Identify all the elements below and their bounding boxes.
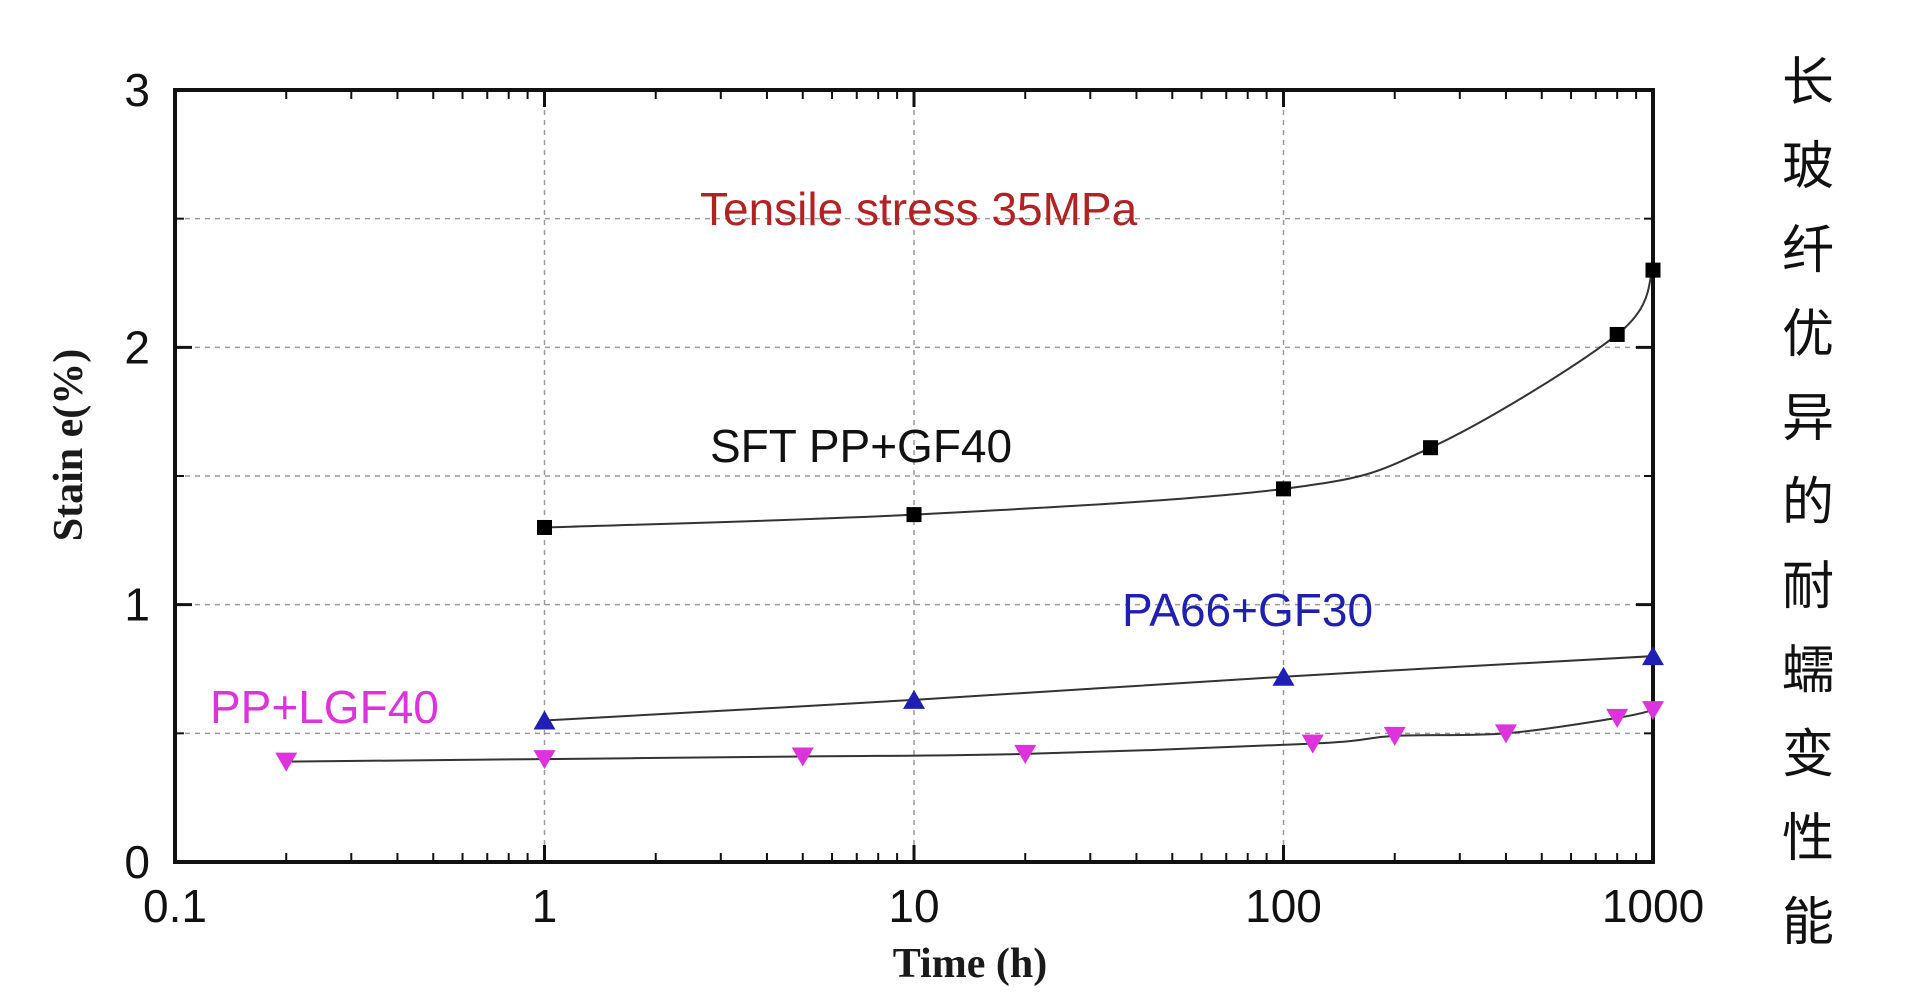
side-caption-char: 蠕	[1782, 641, 1834, 701]
data-point-sft-pp-gf40	[1276, 481, 1291, 497]
side-caption-char: 优	[1782, 305, 1834, 365]
series-pp-lgf40	[275, 701, 1664, 772]
series-layer	[275, 262, 1664, 772]
x-tick-label: 0.1	[143, 880, 207, 932]
series-label-pp-lgf40: PP+LGF40	[210, 681, 439, 733]
series-pa66-gf30	[533, 646, 1664, 730]
y-tick-labels: 0 1 2 3	[124, 64, 150, 888]
x-axis-title: Time (h)	[893, 941, 1047, 987]
x-tick-label: 1000	[1602, 880, 1704, 932]
x-tick-label: 100	[1245, 880, 1322, 932]
data-point-sft-pp-gf40	[1645, 262, 1661, 278]
series-sft-pp-gf40	[537, 262, 1661, 535]
side-caption-char: 性	[1782, 809, 1834, 869]
grid-lines	[175, 90, 1653, 862]
data-point-pa66-gf30	[533, 710, 556, 730]
series-label-sft-pp-gf40: SFT PP+GF40	[710, 420, 1012, 472]
annotation-text: Tensile stress 35MPa	[700, 183, 1138, 235]
series-line-sft-pp-gf40	[544, 269, 1654, 529]
data-point-pp-lgf40	[275, 752, 298, 772]
y-axis-title: Stain e(%)	[46, 349, 92, 542]
side-caption-char: 异	[1782, 389, 1834, 449]
x-tick-label: 1	[532, 880, 558, 932]
side-caption-char: 的	[1782, 473, 1834, 533]
side-caption-char: 耐	[1782, 557, 1834, 617]
data-point-pp-lgf40	[1606, 708, 1629, 728]
side-caption-char: 能	[1782, 893, 1834, 953]
data-point-sft-pp-gf40	[1609, 326, 1625, 342]
data-point-pa66-gf30	[1272, 666, 1295, 686]
y-tick-label: 3	[124, 64, 150, 116]
data-point-sft-pp-gf40	[1423, 440, 1439, 456]
major-ticks	[173, 88, 1655, 864]
data-point-pa66-gf30	[1642, 646, 1664, 666]
data-point-pa66-gf30	[903, 689, 925, 709]
data-point-pp-lgf40	[791, 747, 814, 767]
data-point-pp-lgf40	[1642, 701, 1664, 721]
series-line-pa66-gf30	[544, 655, 1654, 722]
side-caption-char: 变	[1782, 725, 1834, 785]
data-point-pp-lgf40	[533, 750, 556, 770]
x-tick-label: 10	[888, 880, 939, 932]
side-caption-char: 纤	[1782, 221, 1834, 281]
data-point-pp-lgf40	[1383, 726, 1406, 746]
data-point-pp-lgf40	[1014, 744, 1037, 764]
y-tick-label: 2	[124, 321, 150, 373]
data-point-sft-pp-gf40	[537, 519, 552, 535]
series-label-pa66-gf30: PA66+GF30	[1122, 584, 1373, 636]
side-caption-char: 玻	[1782, 137, 1834, 197]
y-tick-label: 0	[124, 836, 150, 888]
y-tick-label: 1	[124, 579, 150, 631]
data-point-pp-lgf40	[1494, 724, 1517, 744]
data-point-pp-lgf40	[1301, 734, 1324, 754]
side-caption-char: 长	[1782, 53, 1834, 113]
data-point-sft-pp-gf40	[906, 507, 922, 523]
x-tick-labels: 0.1 1 10 100 1000	[143, 880, 1704, 932]
series-line-pp-lgf40	[286, 709, 1654, 763]
